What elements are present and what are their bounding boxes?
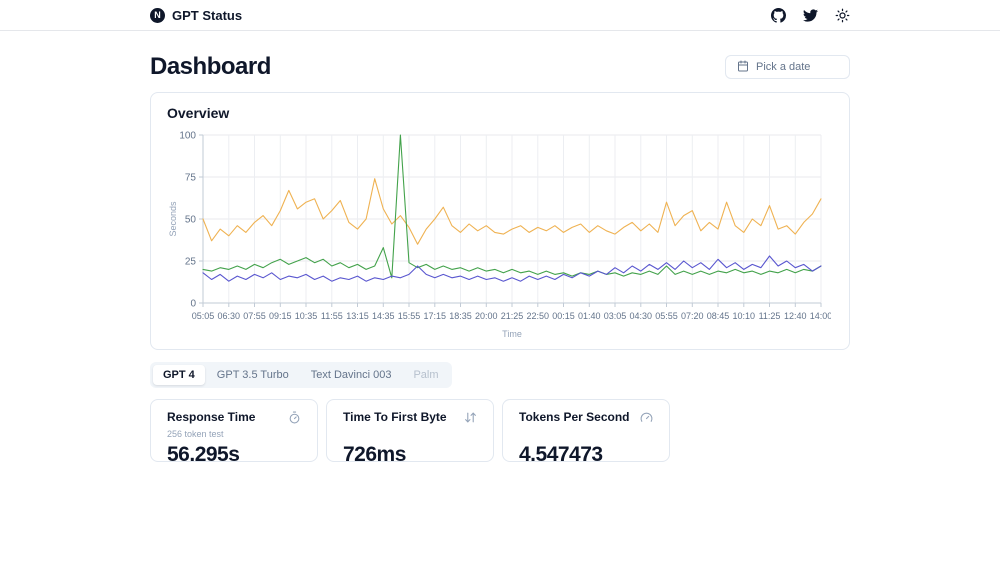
theme-toggle-button[interactable] [835, 8, 850, 23]
stat-subtitle [519, 429, 653, 439]
svg-text:18:35: 18:35 [449, 311, 472, 321]
svg-text:0: 0 [190, 299, 196, 310]
tab-gpt-3-5-turbo[interactable]: GPT 3.5 Turbo [207, 365, 299, 385]
stat-card-tokens-per-second: Tokens Per Second 4.547473 [502, 399, 670, 466]
svg-text:07:55: 07:55 [243, 311, 266, 321]
svg-text:17:15: 17:15 [424, 311, 447, 321]
twitter-icon [803, 8, 818, 23]
tab-palm: Palm [403, 365, 448, 385]
gauge-icon [640, 411, 653, 429]
overview-chart: 0 25 50 75 100 05:05 06:30 07:55 09:15 10:35 11:55… [168, 131, 831, 340]
svg-text:11:25: 11:25 [759, 311, 781, 321]
stat-title: Response Time [167, 410, 256, 424]
date-picker-button[interactable]: Pick a date [725, 55, 850, 79]
svg-text:22:50: 22:50 [527, 311, 550, 321]
svg-text:09:15: 09:15 [269, 311, 292, 321]
svg-text:100: 100 [179, 131, 196, 142]
page-title: Dashboard [150, 53, 271, 80]
svg-text:07:20: 07:20 [681, 311, 704, 321]
svg-text:14:00: 14:00 [810, 311, 831, 321]
svg-text:50: 50 [185, 215, 197, 226]
svg-text:00:15: 00:15 [552, 311, 575, 321]
date-picker-label: Pick a date [756, 61, 811, 73]
svg-text:25: 25 [185, 257, 197, 268]
stat-title: Tokens Per Second [519, 410, 630, 424]
svg-text:05:55: 05:55 [655, 311, 678, 321]
svg-text:14:35: 14:35 [372, 311, 395, 321]
sun-icon [835, 8, 850, 23]
brand[interactable]: N GPT Status [150, 7, 243, 23]
svg-text:10:10: 10:10 [733, 311, 756, 321]
model-tabs: GPT 4 GPT 3.5 Turbo Text Davinci 003 Pal… [150, 362, 452, 388]
svg-text:20:00: 20:00 [475, 311, 498, 321]
stat-subtitle: 256 token test [167, 429, 224, 439]
github-link[interactable] [771, 7, 786, 23]
svg-text:15:55: 15:55 [398, 311, 421, 321]
svg-text:04:30: 04:30 [630, 311, 653, 321]
svg-text:13:15: 13:15 [346, 311, 369, 321]
overview-card: Overview 0 25 50 75 100 05:05 06:30 07:55 09:15 1… [150, 92, 850, 350]
stat-value: 726ms [343, 443, 406, 466]
stat-card-time-to-first-byte: Time To First Byte 726ms [326, 399, 494, 466]
svg-text:03:05: 03:05 [604, 311, 627, 321]
stat-value: 4.547473 [519, 443, 603, 466]
twitter-link[interactable] [803, 8, 818, 23]
svg-text:08:45: 08:45 [707, 311, 730, 321]
svg-text:75: 75 [185, 173, 197, 184]
stat-card-response-time: Response Time 256 token test 56.295s [150, 399, 318, 466]
tab-text-davinci-003[interactable]: Text Davinci 003 [301, 365, 402, 385]
svg-text:11:55: 11:55 [321, 311, 343, 321]
overview-title: Overview [167, 105, 230, 121]
svg-text:10:35: 10:35 [295, 311, 318, 321]
stat-subtitle [343, 429, 477, 439]
svg-text:06:30: 06:30 [218, 311, 241, 321]
svg-text:01:40: 01:40 [578, 311, 601, 321]
brand-logo-icon: N [150, 7, 165, 23]
stat-title: Time To First Byte [343, 410, 447, 424]
brand-title: GPT Status [172, 7, 243, 23]
top-nav: N GPT Status [0, 0, 1000, 31]
stat-value: 56.295s [167, 443, 240, 466]
svg-text:05:05: 05:05 [192, 311, 215, 321]
svg-text:Seconds: Seconds [168, 201, 178, 237]
svg-text:12:40: 12:40 [784, 311, 807, 321]
svg-text:21:25: 21:25 [501, 311, 524, 321]
calendar-icon [737, 60, 749, 75]
tab-gpt-4[interactable]: GPT 4 [153, 365, 205, 385]
arrow-down-up-icon [464, 411, 477, 429]
github-icon [771, 7, 786, 23]
svg-text:Time: Time [502, 329, 522, 339]
timer-icon [288, 411, 301, 429]
